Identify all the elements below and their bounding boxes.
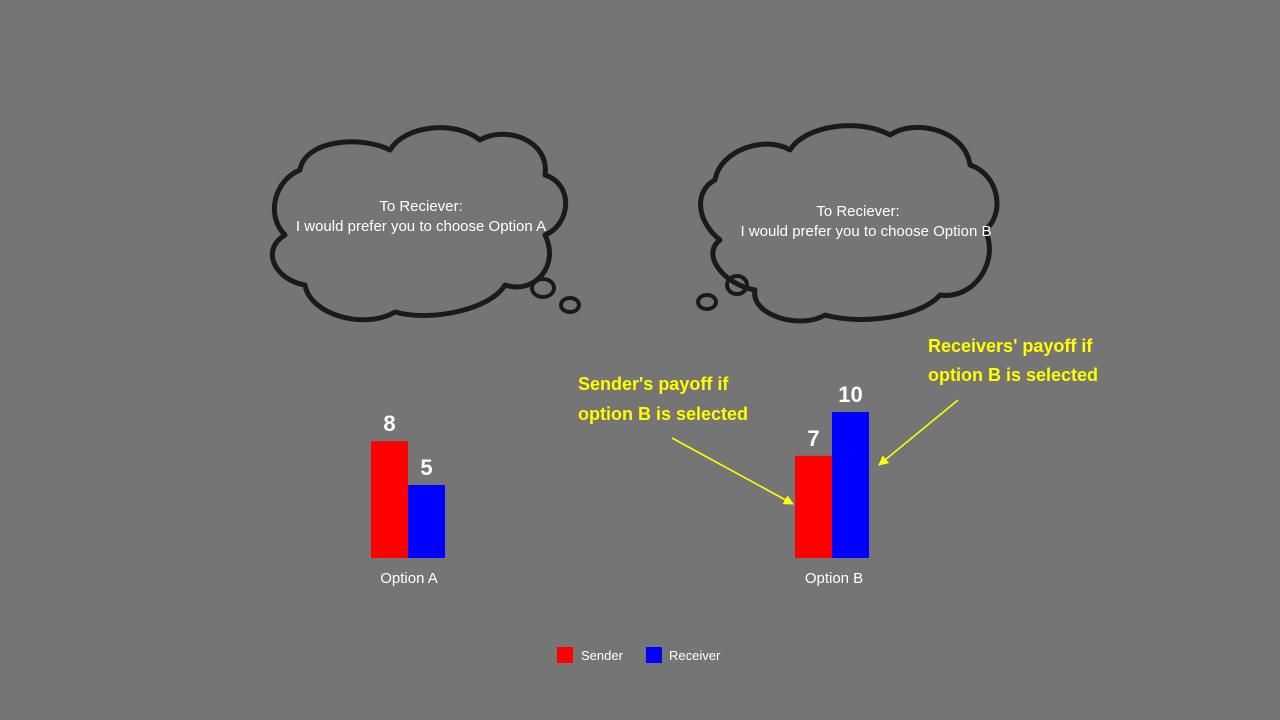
receiver-annotation: Receivers' payoff if option B is selecte… — [878, 336, 1098, 466]
thought-a-line2: I would prefer you to choose Option A — [296, 218, 546, 235]
bar-sender-option-b — [795, 455, 832, 558]
bar-receiver-option-a — [408, 485, 445, 558]
legend-label-receiver: Receiver — [669, 648, 721, 663]
legend-swatch-receiver — [646, 647, 662, 663]
thought-bubble-b: To Reciever: I would prefer you to choos… — [696, 123, 1000, 324]
legend-label-sender: Sender — [581, 648, 624, 663]
thought-circle-a1 — [530, 277, 556, 299]
data-label-sender-option-a: 8 — [383, 411, 395, 436]
thought-b-line2: I would prefer you to choose Option B — [741, 223, 992, 240]
bar-sender-option-a — [371, 441, 408, 558]
receiver-annotation-arrow — [878, 399, 959, 466]
thought-bubble-a: To Reciever: I would prefer you to choos… — [270, 125, 581, 323]
sender-annotation-line1: Sender's payoff if — [578, 374, 729, 394]
category-label-option-a: Option A — [380, 570, 438, 587]
sender-annotation-line2: option B is selected — [578, 404, 748, 424]
bars: 85 7 10 — [371, 382, 869, 558]
thought-circle-b1 — [725, 274, 749, 296]
thought-circle-b2 — [696, 293, 718, 311]
thought-b-line1: To Reciever: — [816, 203, 899, 220]
data-label-receiver-option-b: 10 — [838, 382, 862, 407]
legend: Sender Receiver — [557, 647, 721, 663]
thought-circle-a2 — [559, 296, 581, 314]
data-label-sender-option-b: 7 — [807, 426, 819, 451]
sender-annotation: Sender's payoff if option B is selected — [578, 374, 794, 505]
category-label-option-b: Option B — [805, 570, 863, 587]
bar-receiver-option-b — [832, 412, 869, 558]
thought-a-line1: To Reciever: — [379, 198, 462, 215]
sender-annotation-arrow — [671, 437, 794, 505]
receiver-annotation-line2: option B is selected — [928, 365, 1098, 385]
receiver-annotation-line1: Receivers' payoff if — [928, 336, 1093, 356]
cloud-shape-b — [698, 123, 1000, 324]
legend-swatch-sender — [557, 647, 573, 663]
data-label-receiver-option-a: 5 — [420, 455, 432, 480]
